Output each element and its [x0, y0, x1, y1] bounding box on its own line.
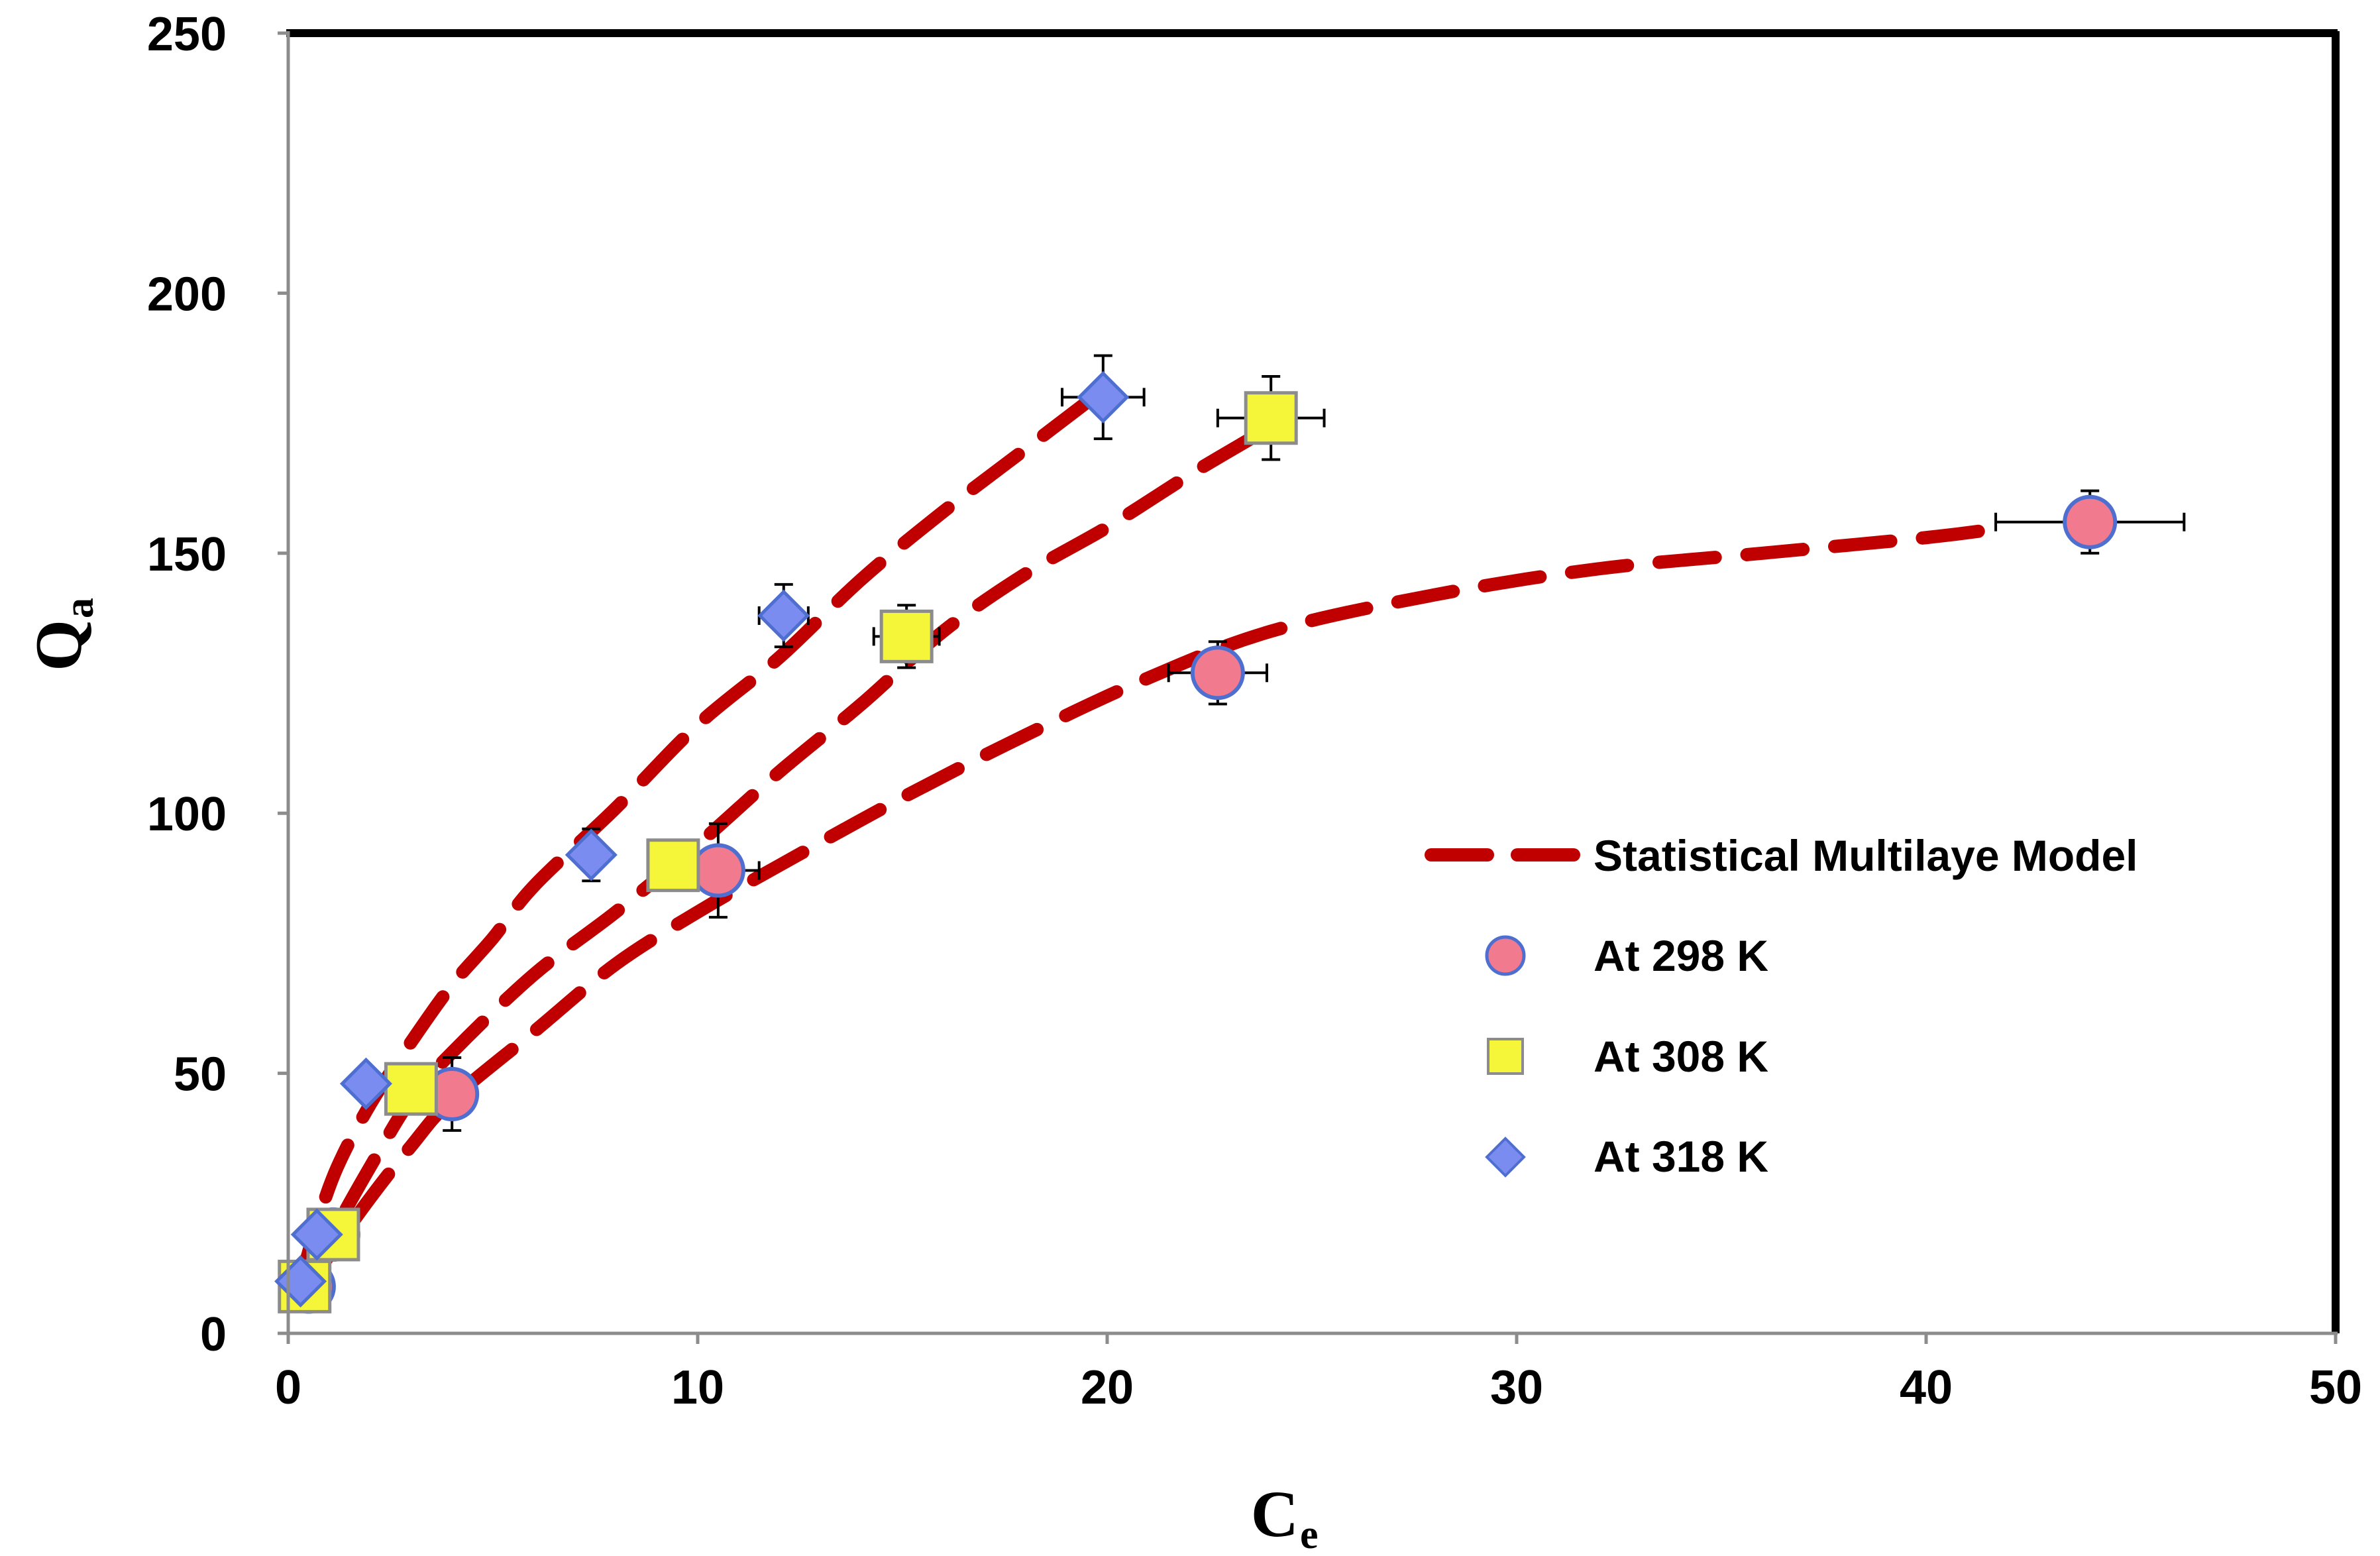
x-axis-title-subscript: e	[1300, 1512, 1319, 1556]
x-tick-label: 30	[1490, 1361, 1543, 1414]
legend: Statistical Multilaye Model At 298 K At …	[1425, 831, 2138, 1181]
x-tick-label: 40	[1900, 1361, 1953, 1414]
point-308k	[1244, 391, 1298, 445]
legend-318-label: At 318 K	[1594, 1132, 1768, 1181]
y-tick-label: 0	[200, 1308, 227, 1361]
y-tick-label: 150	[147, 528, 227, 581]
y-tick-label: 100	[147, 788, 227, 841]
y-axis-title: Q	[22, 620, 95, 671]
plot-area	[288, 33, 2336, 1333]
point-318k	[290, 1208, 343, 1261]
data-markers	[274, 370, 2118, 1314]
point-318k	[339, 1057, 392, 1110]
legend-318-marker	[1485, 1137, 1526, 1178]
legend-308-label: At 308 K	[1594, 1032, 1768, 1081]
y-tick-label: 200	[147, 268, 227, 321]
model-curve	[298, 520, 2015, 1299]
point-298k	[2063, 494, 2118, 549]
x-tick-label: 10	[671, 1361, 724, 1414]
legend-308-marker	[1487, 1038, 1524, 1075]
x-tick-label: 20	[1081, 1361, 1134, 1414]
point-318k	[757, 589, 810, 642]
legend-298-label: At 298 K	[1594, 931, 1768, 980]
point-318k	[565, 828, 618, 881]
point-308k	[384, 1062, 438, 1116]
point-308k	[646, 838, 700, 893]
point-318k	[1077, 370, 1130, 423]
x-tick-label: 50	[2309, 1361, 2362, 1414]
x-axis-title: C	[1251, 1477, 1299, 1551]
y-axis-title-subscript: a	[57, 598, 102, 618]
y-tick-label: 250	[147, 8, 227, 61]
point-308k	[879, 609, 934, 663]
y-tick-label: 50	[174, 1048, 227, 1101]
x-tick-label: 0	[275, 1361, 301, 1414]
point-298k	[690, 843, 745, 898]
y-axis-title-group: Q a	[22, 598, 102, 671]
point-298k	[1190, 645, 1245, 700]
legend-298-marker	[1485, 935, 1526, 976]
model-curve	[298, 432, 1258, 1294]
axis-ticks: 0 10 20 30 40 50 0 50 100 150 200 250	[147, 8, 2362, 1414]
legend-model-label: Statistical Multilaye Model	[1594, 831, 2138, 880]
